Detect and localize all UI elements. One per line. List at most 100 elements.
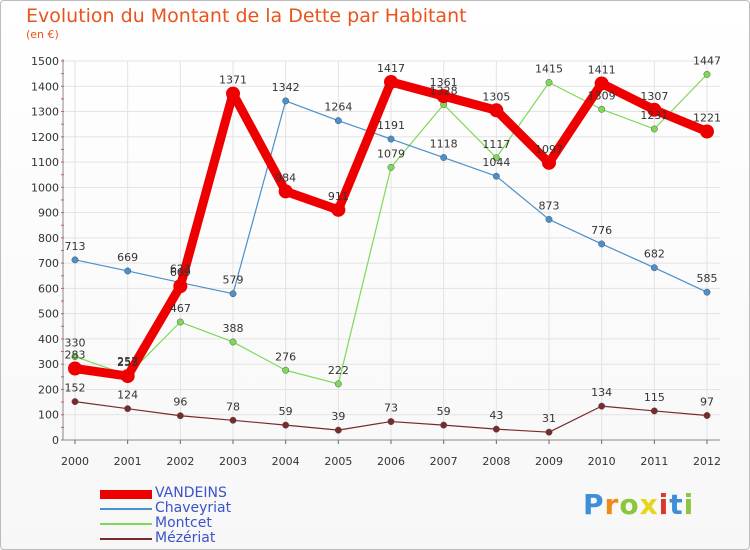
data-label: 59	[279, 405, 293, 418]
axis-layer: 0 100 200 300 400 500 600 700 800 900 1000 1100 1200…	[31, 55, 721, 468]
data-label: 1118	[430, 138, 458, 151]
data-point	[598, 240, 606, 248]
data-label: 911	[328, 190, 349, 203]
logo-letter: r	[604, 488, 620, 521]
data-point	[650, 407, 658, 415]
data-label: 585	[697, 272, 718, 285]
data-label: 96	[173, 396, 187, 409]
y-tick-label: 300	[38, 358, 59, 371]
legend-item: Mézériat	[100, 531, 300, 546]
logo-letter: i	[658, 488, 670, 521]
x-tick-label: 2008	[482, 455, 510, 468]
legend-label: Chaveyriat	[155, 500, 232, 516]
data-point	[120, 369, 135, 384]
data-label: 124	[117, 389, 138, 402]
data-point	[176, 412, 184, 420]
series-layer	[68, 70, 714, 436]
data-point	[334, 380, 342, 388]
y-tick-label: 500	[38, 308, 59, 321]
data-point	[440, 154, 448, 161]
data-point	[703, 70, 711, 78]
data-label: 31	[542, 412, 556, 425]
chart-title: Evolution du Montant de la Dette par Hab…	[26, 5, 467, 27]
data-point	[650, 264, 658, 272]
x-tick-label: 2000	[61, 455, 89, 468]
chart-subtitle: (en €)	[26, 28, 59, 41]
data-point	[545, 428, 553, 436]
data-label: 873	[539, 199, 560, 212]
y-tick-label: 400	[38, 333, 59, 346]
data-point	[598, 105, 606, 113]
data-point	[647, 102, 662, 117]
data-label: 1328	[430, 84, 458, 97]
data-label: 1371	[219, 74, 247, 87]
data-point	[124, 405, 132, 413]
grid-layer	[63, 60, 720, 441]
data-label: 134	[591, 386, 612, 399]
y-tick-label: 1500	[31, 55, 59, 68]
data-label: 152	[65, 382, 86, 395]
x-tick-label: 2007	[430, 455, 458, 468]
data-point	[387, 418, 395, 426]
data-label: 388	[223, 322, 244, 335]
data-point	[545, 215, 553, 223]
legend: VANDEINS Chaveyriat Montcet Mézériat	[100, 486, 300, 546]
data-point	[282, 421, 290, 429]
data-label: 713	[65, 240, 86, 253]
data-point	[176, 318, 184, 326]
legend-label: Montcet	[155, 515, 212, 531]
legend-swatch	[100, 538, 152, 540]
data-label: 1305	[482, 90, 510, 103]
data-point	[71, 353, 79, 361]
y-tick-label: 1400	[31, 80, 59, 93]
logo-letter: P	[583, 488, 605, 521]
data-label: 1044	[482, 156, 510, 169]
data-point	[700, 124, 714, 139]
data-point	[124, 267, 132, 275]
y-tick-label: 1300	[31, 106, 59, 119]
data-point	[226, 86, 240, 101]
y-tick-label: 1100	[31, 156, 59, 169]
data-label: 73	[384, 402, 398, 415]
proxiti-logo: Proxiti	[583, 488, 694, 521]
x-tick-label: 2009	[535, 455, 563, 468]
data-label: 1417	[377, 62, 405, 75]
data-point	[436, 89, 451, 104]
data-label: 1447	[693, 54, 721, 67]
data-point	[542, 155, 556, 170]
data-point	[440, 421, 448, 429]
y-tick-label: 1000	[31, 181, 59, 194]
x-tick-label: 2006	[377, 455, 405, 468]
data-point	[703, 288, 711, 296]
data-label: 1264	[324, 101, 352, 114]
data-label: 39	[331, 410, 345, 423]
data-label: 609	[170, 266, 191, 279]
y-tick-label: 800	[38, 232, 59, 245]
x-tick-label: 2003	[219, 455, 247, 468]
data-point	[331, 202, 346, 217]
data-point	[492, 425, 500, 433]
x-tick-label: 2012	[693, 455, 721, 468]
y-tick-label: 1200	[31, 131, 59, 144]
data-label: 283	[65, 348, 86, 361]
data-label: 276	[275, 350, 296, 363]
data-label: 984	[275, 171, 296, 184]
data-point	[68, 361, 82, 376]
legend-swatch	[100, 508, 152, 510]
data-point	[492, 154, 500, 162]
data-point	[282, 366, 290, 374]
data-label: 253	[117, 356, 138, 369]
x-tick-label: 2010	[588, 455, 616, 468]
line-chart: 0 100 200 300 400 500 600 700 800 900 1000 1100 1200…	[31, 54, 721, 468]
data-label: 579	[223, 274, 244, 287]
logo-letter: i	[683, 488, 695, 521]
x-tick-label: 2011	[640, 455, 668, 468]
data-label: 222	[328, 364, 349, 377]
data-label: 1117	[482, 138, 510, 151]
data-label: 97	[700, 395, 714, 408]
data-point	[598, 402, 606, 410]
legend-swatch	[100, 489, 152, 499]
data-label: 467	[170, 302, 191, 315]
data-point	[545, 79, 553, 86]
data-point	[71, 256, 79, 264]
